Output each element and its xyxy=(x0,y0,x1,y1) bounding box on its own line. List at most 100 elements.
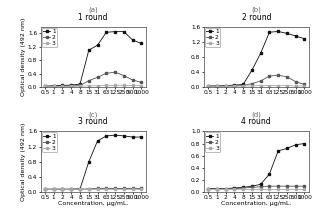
1 xyxy=(96,44,100,46)
Text: 4 round: 4 round xyxy=(241,117,271,126)
2 xyxy=(113,187,117,190)
3 xyxy=(206,188,210,191)
3 xyxy=(268,84,271,87)
Line: 3: 3 xyxy=(207,84,305,87)
2 xyxy=(96,76,100,79)
3 xyxy=(215,85,219,88)
2 xyxy=(215,85,219,88)
Line: 2: 2 xyxy=(207,185,305,190)
2 xyxy=(78,84,82,87)
2 xyxy=(276,185,280,187)
3 xyxy=(241,85,245,87)
2 xyxy=(224,187,227,190)
2 xyxy=(87,187,91,190)
X-axis label: Concentration, µg/mL.: Concentration, µg/mL. xyxy=(58,201,129,206)
2 xyxy=(105,187,108,190)
2 xyxy=(215,187,219,190)
2 xyxy=(250,186,254,189)
2 xyxy=(276,74,280,77)
3 xyxy=(96,188,100,191)
Line: 3: 3 xyxy=(207,188,305,190)
2 xyxy=(61,85,64,88)
1 xyxy=(268,31,271,34)
2 xyxy=(43,85,47,88)
2 xyxy=(232,187,236,190)
1 xyxy=(78,83,82,85)
1 xyxy=(250,185,254,187)
1 xyxy=(69,188,73,191)
2 xyxy=(52,85,56,88)
3 xyxy=(52,85,56,88)
2 xyxy=(69,188,73,191)
1 xyxy=(206,85,210,87)
2 xyxy=(303,185,306,187)
1 xyxy=(303,37,306,40)
2 xyxy=(241,84,245,87)
Legend: 1, 2, 3: 1, 2, 3 xyxy=(205,133,220,152)
3 xyxy=(105,84,108,87)
3 xyxy=(131,84,134,87)
1 xyxy=(113,30,117,33)
2 xyxy=(87,79,91,82)
1 xyxy=(259,183,262,186)
3 xyxy=(294,188,298,191)
Line: 3: 3 xyxy=(44,188,143,190)
3 xyxy=(52,188,56,191)
2 xyxy=(105,72,108,74)
2 xyxy=(303,83,306,86)
3 xyxy=(61,188,64,191)
3 xyxy=(276,188,280,191)
2 xyxy=(285,75,289,78)
2 xyxy=(224,85,227,87)
1 xyxy=(294,35,298,37)
3 xyxy=(61,85,64,88)
1 xyxy=(268,173,271,175)
1 xyxy=(215,85,219,87)
Line: 1: 1 xyxy=(207,30,305,87)
1 xyxy=(52,84,56,87)
2 xyxy=(78,188,82,191)
1 xyxy=(241,186,245,189)
3 xyxy=(232,188,236,191)
2 xyxy=(122,74,126,77)
3 xyxy=(250,188,254,191)
3 xyxy=(285,188,289,191)
1 xyxy=(122,135,126,137)
Line: 1: 1 xyxy=(207,143,305,190)
Line: 3: 3 xyxy=(44,84,143,88)
1 xyxy=(131,136,134,138)
2 xyxy=(250,82,254,85)
3 xyxy=(294,85,298,87)
3 xyxy=(113,84,117,87)
2 xyxy=(268,185,271,187)
1 xyxy=(122,30,126,33)
1 xyxy=(139,136,143,138)
1 xyxy=(285,32,289,35)
3 xyxy=(122,188,126,191)
3 xyxy=(122,84,126,87)
3 xyxy=(224,188,227,191)
3 xyxy=(69,188,73,191)
1 xyxy=(259,52,262,55)
2 xyxy=(232,85,236,87)
2 xyxy=(285,185,289,187)
1 xyxy=(232,187,236,189)
3 xyxy=(113,188,117,191)
Y-axis label: Optical density (492 nm): Optical density (492 nm) xyxy=(21,18,26,96)
3 xyxy=(96,84,100,87)
2 xyxy=(294,185,298,187)
3 xyxy=(285,84,289,87)
3 xyxy=(87,84,91,87)
2 xyxy=(206,187,210,190)
3 xyxy=(43,85,47,88)
Line: 2: 2 xyxy=(44,71,143,88)
1 xyxy=(43,188,47,191)
3 xyxy=(276,84,280,87)
2 xyxy=(259,185,262,188)
1 xyxy=(276,30,280,33)
Line: 2: 2 xyxy=(44,187,143,190)
1 xyxy=(105,31,108,34)
Line: 2: 2 xyxy=(207,74,305,87)
3 xyxy=(43,188,47,191)
2 xyxy=(139,187,143,190)
